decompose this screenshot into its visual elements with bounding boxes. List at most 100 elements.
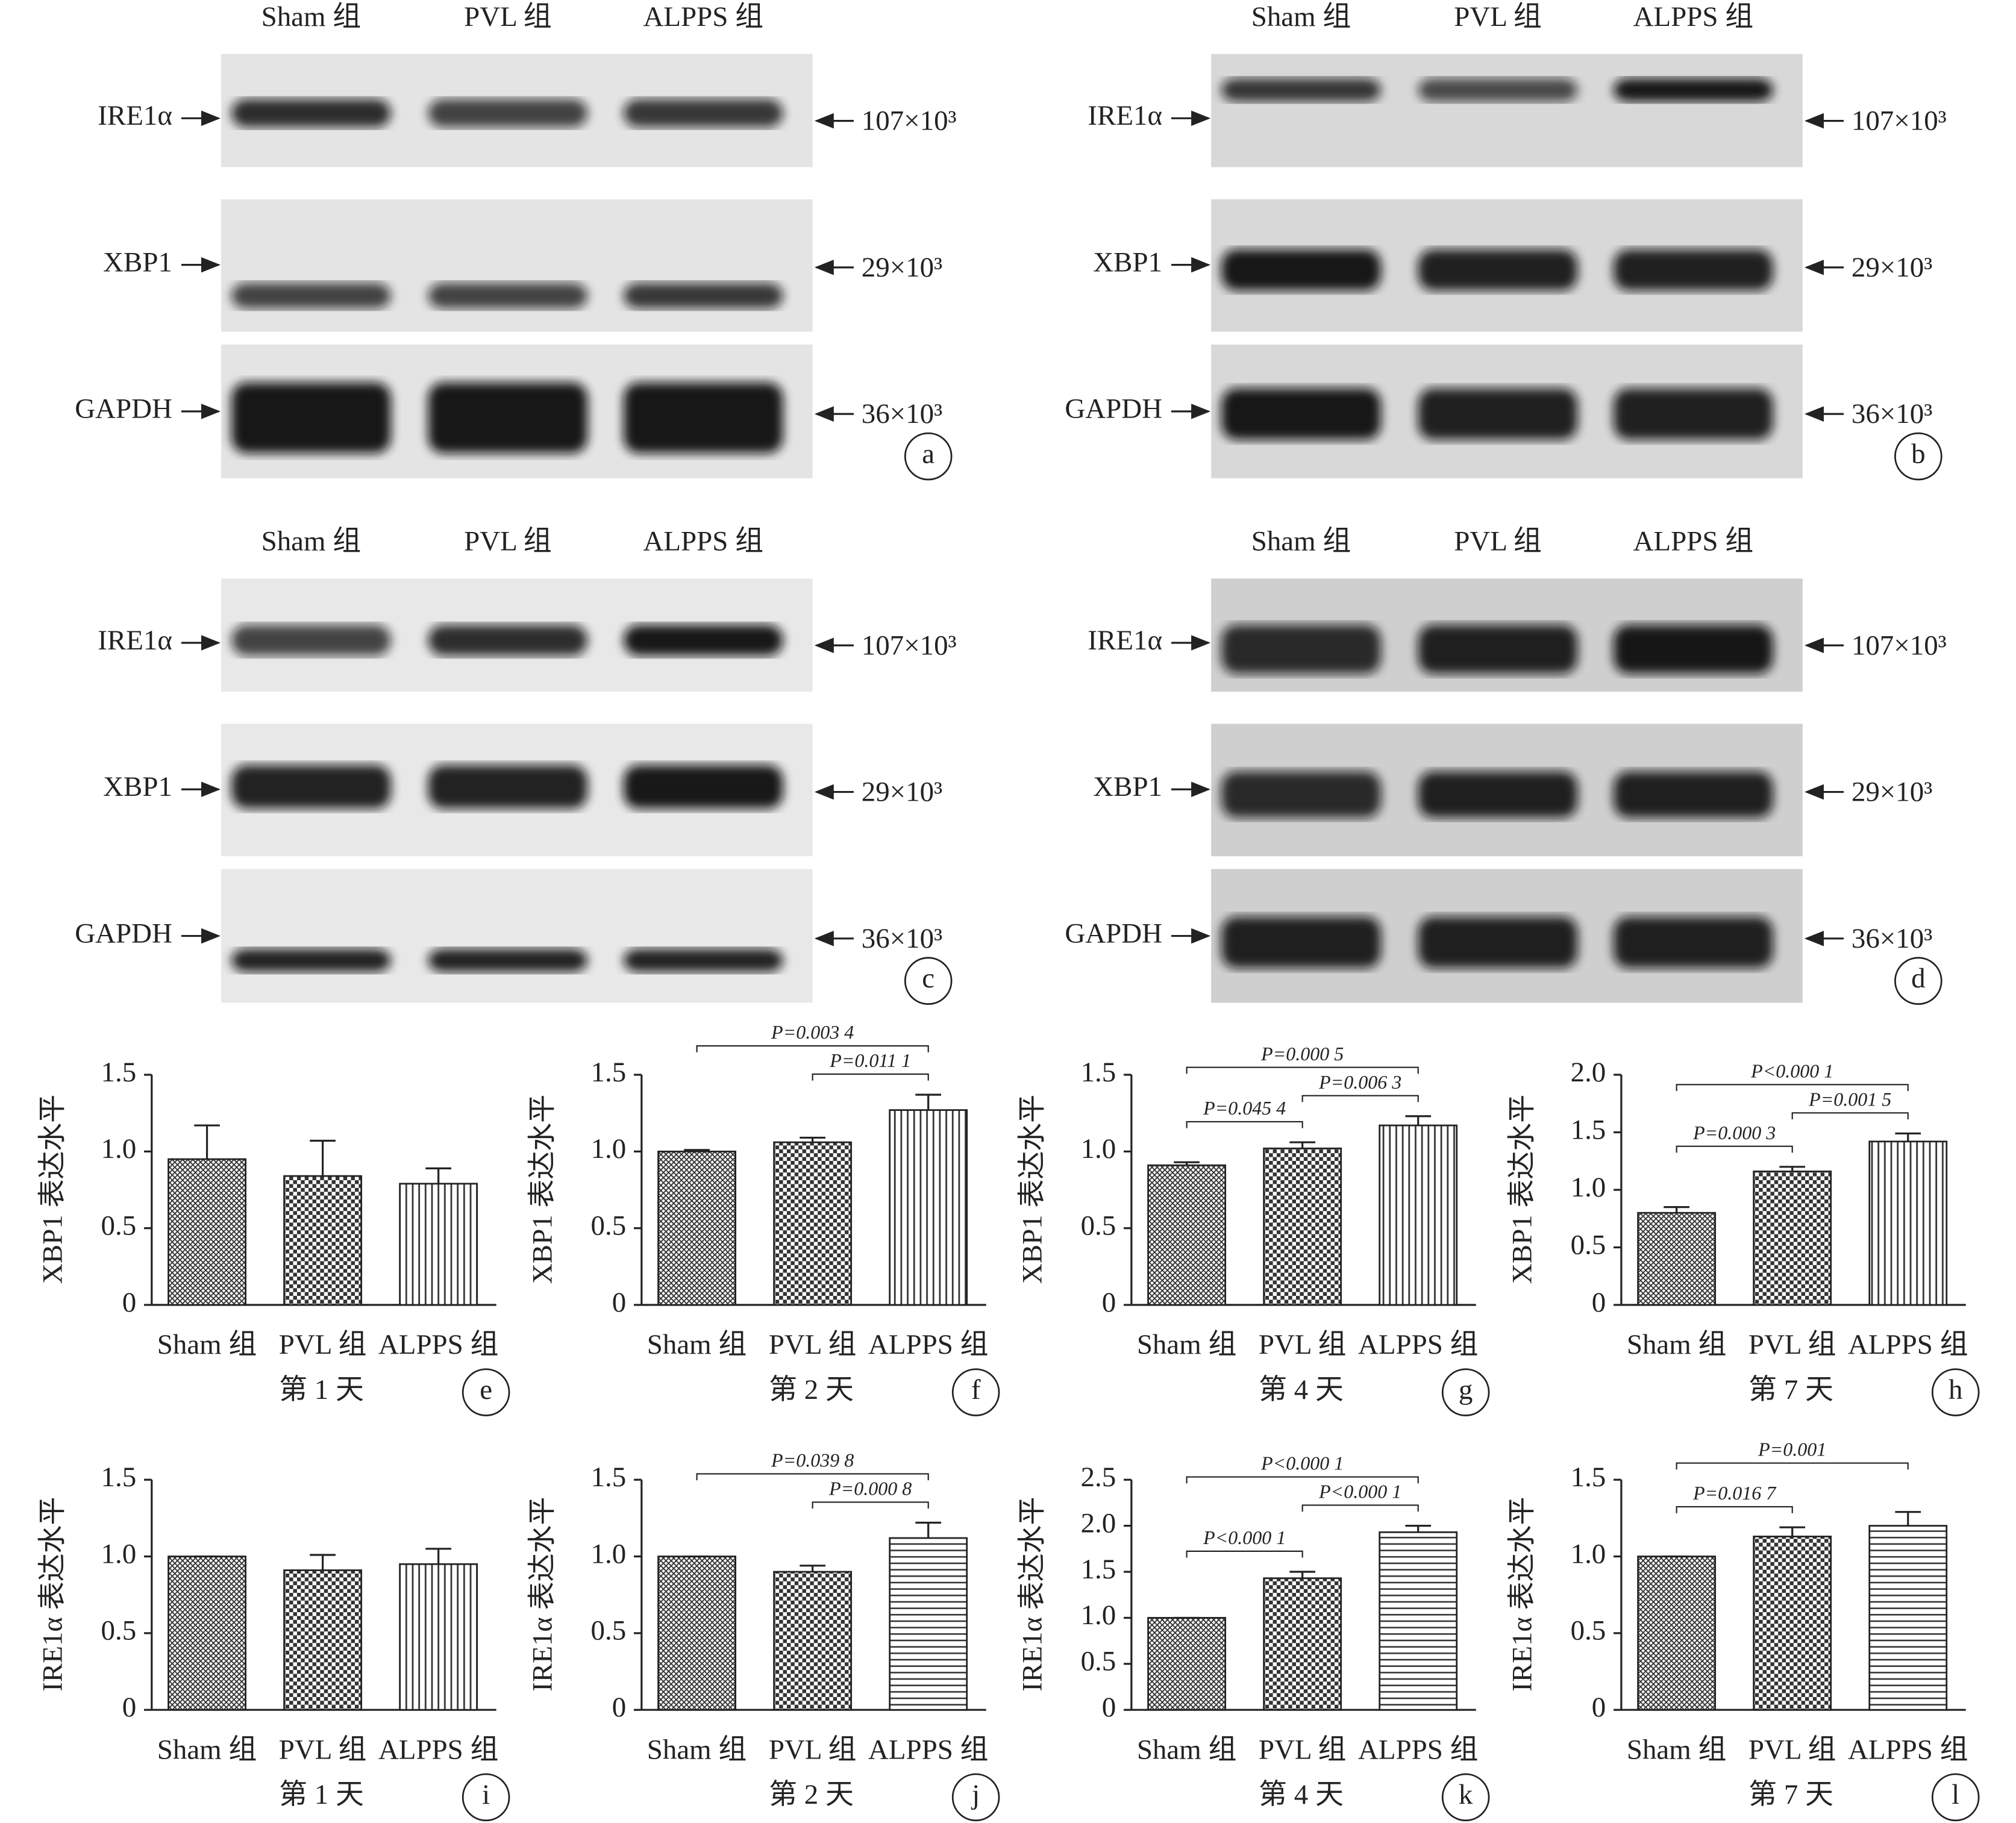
error-bar (310, 1139, 336, 1177)
blot-strip (221, 199, 813, 332)
x-axis-label: 第 4 天 (1259, 1779, 1344, 1810)
significance-bracket (1676, 1084, 1909, 1092)
x-tick-label: PVL 组 (279, 1329, 367, 1360)
y-tick-label: 1.5 (101, 1462, 137, 1493)
marker-label: 29×10³ (1852, 777, 1932, 808)
blot-band (1418, 916, 1578, 968)
panel-label: g (1459, 1374, 1473, 1406)
bar (399, 1183, 478, 1306)
panel-label: b (1911, 438, 1925, 469)
bar (889, 1109, 968, 1306)
error-bar (425, 1548, 452, 1565)
error-bar (915, 1093, 942, 1110)
lane-label: ALPPS 组 (1633, 1, 1754, 33)
x-tick-label: Sham 组 (1137, 1734, 1237, 1765)
blot-band (231, 625, 391, 656)
p-value: P=0.016 7 (1692, 1482, 1777, 1504)
significance-bracket (1676, 1506, 1793, 1513)
bar (657, 1150, 736, 1306)
protein-label: XBP1 (103, 246, 172, 278)
bar (1263, 1577, 1342, 1711)
x-tick-label: PVL 组 (1748, 1329, 1836, 1360)
x-tick-label: ALPPS 组 (1848, 1734, 1968, 1765)
panel-label: j (971, 1779, 980, 1810)
y-tick-label: 0 (1592, 1692, 1606, 1723)
blot-band (231, 948, 391, 972)
bar (1147, 1617, 1227, 1711)
y-axis-label: IRE1α 表达水平 (37, 1497, 69, 1692)
y-tick-label: 0 (1102, 1692, 1116, 1723)
x-tick-label: ALPPS 组 (868, 1329, 989, 1360)
significance-bracket (696, 1473, 929, 1481)
y-axis-label: IRE1α 表达水平 (527, 1497, 559, 1692)
y-tick-label: 0.5 (1571, 1615, 1606, 1646)
panel-circle (904, 432, 953, 481)
error-bar (1895, 1511, 1921, 1526)
marker-label: 107×10³ (1852, 105, 1947, 137)
bar (889, 1537, 968, 1711)
x-tick-label: ALPPS 组 (868, 1734, 989, 1765)
y-tick-label: 0.5 (591, 1615, 627, 1646)
blot-band (623, 99, 783, 128)
error-bar (1895, 1132, 1921, 1142)
blot-band (1221, 388, 1381, 440)
blot-band (1614, 625, 1773, 674)
protein-label: GAPDH (75, 918, 172, 949)
blot-strip (1211, 54, 1803, 167)
panel-label: c (922, 963, 934, 994)
p-value: P<0.000 1 (1203, 1527, 1286, 1548)
p-value: P=0.003 4 (771, 1021, 854, 1043)
y-tick-label: 1.5 (101, 1057, 137, 1088)
bar (1637, 1556, 1717, 1711)
panel-circle (1931, 1773, 1980, 1822)
y-tick-label: 1.5 (1571, 1462, 1606, 1493)
blot-band (231, 283, 391, 309)
blot-band (1221, 916, 1381, 968)
x-tick-label: PVL 组 (1748, 1734, 1836, 1765)
p-value: P=0.000 5 (1260, 1043, 1344, 1065)
panel-label: i (482, 1779, 490, 1810)
protein-label: GAPDH (1065, 918, 1162, 949)
bar (1379, 1531, 1458, 1711)
blot-band (1614, 249, 1773, 291)
blot-band (428, 382, 588, 454)
panel-circle (462, 1368, 510, 1416)
lane-label: Sham 组 (1251, 525, 1351, 557)
error-bar (1289, 1141, 1316, 1149)
error-bar (1405, 1525, 1432, 1533)
significance-bracket (1676, 1145, 1793, 1153)
x-axis-label: 第 2 天 (769, 1374, 854, 1406)
bar (1379, 1124, 1458, 1306)
y-tick-label: 1.0 (591, 1133, 627, 1165)
lane-label: ALPPS 组 (643, 1, 763, 33)
lane-label: ALPPS 组 (643, 525, 763, 557)
blot-band (1221, 249, 1381, 291)
blot-band (623, 283, 783, 309)
p-value: P<0.000 1 (1318, 1481, 1401, 1502)
protein-label: XBP1 (1093, 771, 1162, 802)
error-bar (684, 1149, 710, 1152)
significance-bracket (696, 1045, 929, 1052)
blot-band (1418, 249, 1578, 291)
y-tick-label: 1.5 (1081, 1057, 1116, 1088)
y-axis-label: IRE1α 表达水平 (1507, 1497, 1538, 1692)
error-bar (194, 1124, 220, 1160)
error-bar (1779, 1526, 1806, 1537)
blot-band (1221, 771, 1381, 818)
bar (1868, 1525, 1948, 1711)
x-axis-label: 第 4 天 (1259, 1374, 1344, 1406)
y-tick-label: 1.0 (1081, 1599, 1116, 1631)
y-tick-label: 0 (122, 1287, 136, 1318)
x-axis-label: 第 7 天 (1748, 1374, 1833, 1406)
bar (283, 1569, 363, 1711)
lane-label: PVL 组 (464, 525, 552, 557)
panel-label: h (1949, 1374, 1962, 1406)
y-tick-label: 0.5 (1571, 1229, 1606, 1260)
lane-label: Sham 组 (261, 525, 362, 557)
bar (1868, 1140, 1948, 1306)
bar (167, 1556, 246, 1711)
lane-label: Sham 组 (261, 1, 362, 33)
panel-circle (1931, 1368, 1980, 1416)
lane-label: PVL 组 (1454, 1, 1542, 33)
